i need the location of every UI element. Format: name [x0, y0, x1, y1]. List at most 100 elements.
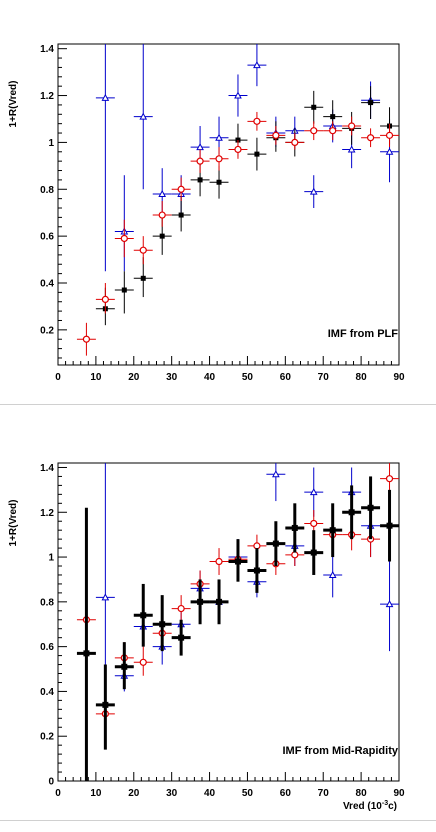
panel-divider — [0, 404, 436, 405]
data-point-circle — [310, 519, 318, 528]
chart-annotation: IMF from Mid-Rapidity — [283, 745, 399, 757]
data-point-triangle — [158, 189, 167, 197]
y-tick-label: 0.2 — [40, 325, 54, 336]
y-tick-label: 1 — [48, 138, 54, 149]
y-tick-label: 0.2 — [40, 732, 54, 743]
data-point-triangle — [253, 61, 261, 69]
data-point-circle — [120, 234, 128, 243]
imf-from-mid-rapidity-chart: 0 10 20 30 40 50 60 70 80 90 0 0.2 0.4 0.6 0.8 1 1.2 1.4 1… — [8, 462, 405, 812]
data-point-circle — [234, 145, 242, 154]
data-point-cross — [83, 650, 90, 657]
data-point-circle — [82, 335, 91, 343]
plot-frame — [57, 43, 400, 366]
data-point-cross — [291, 524, 298, 531]
y-tick-label: 1 — [48, 553, 54, 564]
x-tick-label: 0 — [55, 372, 61, 383]
data-point-square — [140, 275, 146, 281]
data-point-circle — [310, 127, 318, 135]
y-tick-label: 0.4 — [40, 687, 54, 698]
data-point-square — [330, 114, 336, 120]
x-tick-label: 40 — [204, 788, 216, 799]
x-tick-label: 70 — [318, 788, 330, 799]
data-point-cross — [348, 509, 355, 516]
data-point-triangle — [101, 93, 110, 101]
data-point-cross — [272, 540, 279, 547]
x-tick-label: 60 — [280, 788, 292, 799]
data-point-triangle — [385, 147, 394, 155]
data-point-square — [311, 104, 317, 110]
y-tick-label: 0.8 — [40, 185, 54, 196]
x-tick-label: 10 — [90, 372, 102, 383]
data-point-circle — [366, 134, 375, 142]
imf-from-plf-chart: 0 10 20 30 40 50 60 70 80 90 0.2 0.4 0.6 0.8 1 1.2 1.4 1+… — [8, 43, 405, 383]
x-tick-label: 30 — [166, 372, 178, 383]
data-point-square — [159, 233, 165, 239]
data-point-circle — [291, 138, 299, 147]
x-tick-label: 90 — [393, 788, 405, 799]
data-point-circle — [253, 542, 261, 550]
data-point-circle — [272, 131, 280, 139]
data-point-cross — [216, 598, 223, 605]
y-tick-label: 0.6 — [40, 232, 54, 243]
data-point-circle — [348, 122, 356, 130]
chart-annotation: IMF from PLF — [328, 328, 399, 340]
data-layer — [76, 44, 399, 356]
y-axis-label: 1+R(Vred) — [8, 81, 19, 128]
data-point-circle — [385, 131, 394, 139]
data-point-cross — [102, 701, 109, 708]
data-point-triangle — [139, 112, 148, 120]
data-point-circle — [196, 157, 204, 165]
plot-frame — [57, 462, 400, 782]
y-tick-label: 0.8 — [40, 597, 54, 608]
bottom-chart-panel: 0 10 20 30 40 50 60 70 80 90 0 0.2 0.4 0.6 0.8 1 1.2 1.4 1… — [0, 418, 436, 827]
data-point-circle — [158, 211, 166, 219]
bottom-divider — [0, 820, 436, 821]
top-chart-panel: 0 10 20 30 40 50 60 70 80 90 0.2 0.4 0.6 0.8 1 1.2 1.4 1+… — [0, 0, 436, 400]
data-point-circle — [329, 127, 337, 135]
x-tick-label: 40 — [204, 372, 216, 383]
data-point-square — [121, 287, 127, 293]
data-point-cross — [234, 558, 241, 565]
y-tick-label: 1.2 — [40, 508, 54, 519]
y-tick-label: 1.4 — [40, 463, 54, 474]
data-point-cross — [310, 549, 317, 556]
y-tick-label: 1.4 — [40, 44, 54, 55]
y-tick-label: 0 — [48, 777, 54, 788]
x-tick-label: 50 — [242, 372, 254, 383]
x-tick-label: 80 — [356, 372, 368, 383]
data-point-cross — [386, 522, 393, 529]
data-point-triangle — [347, 145, 356, 153]
x-tick-label: 50 — [242, 788, 254, 799]
data-point-cross — [329, 527, 336, 534]
data-point-square — [368, 100, 374, 106]
data-point-triangle — [101, 593, 110, 601]
x-tick-label: 60 — [280, 372, 292, 383]
x-tick-label: 10 — [90, 788, 102, 799]
data-point-square — [178, 212, 184, 218]
data-point-square — [254, 151, 260, 157]
data-point-circle — [215, 155, 223, 163]
data-point-triangle — [309, 187, 318, 195]
data-point-triangle — [215, 133, 223, 141]
data-point-circle — [291, 551, 299, 559]
data-point-triangle — [328, 570, 337, 578]
data-point-cross — [253, 567, 260, 574]
data-point-triangle — [272, 470, 280, 478]
data-point-circle — [177, 604, 185, 613]
data-layer — [76, 463, 399, 781]
data-point-square — [216, 179, 222, 185]
data-point-circle — [385, 475, 394, 483]
data-point-triangle — [309, 488, 318, 496]
data-point-circle — [139, 658, 147, 666]
data-point-cross — [159, 621, 166, 628]
data-point-circle — [139, 246, 147, 254]
data-point-cross — [367, 504, 374, 511]
x-tick-label: 80 — [356, 788, 368, 799]
x-tick-label: 30 — [166, 788, 178, 799]
data-point-circle — [253, 117, 261, 125]
data-point-circle — [101, 295, 109, 303]
x-tick-label: 90 — [393, 372, 405, 383]
data-point-cross — [121, 663, 128, 670]
y-tick-label: 0.6 — [40, 642, 54, 653]
data-point-triangle — [234, 91, 242, 99]
